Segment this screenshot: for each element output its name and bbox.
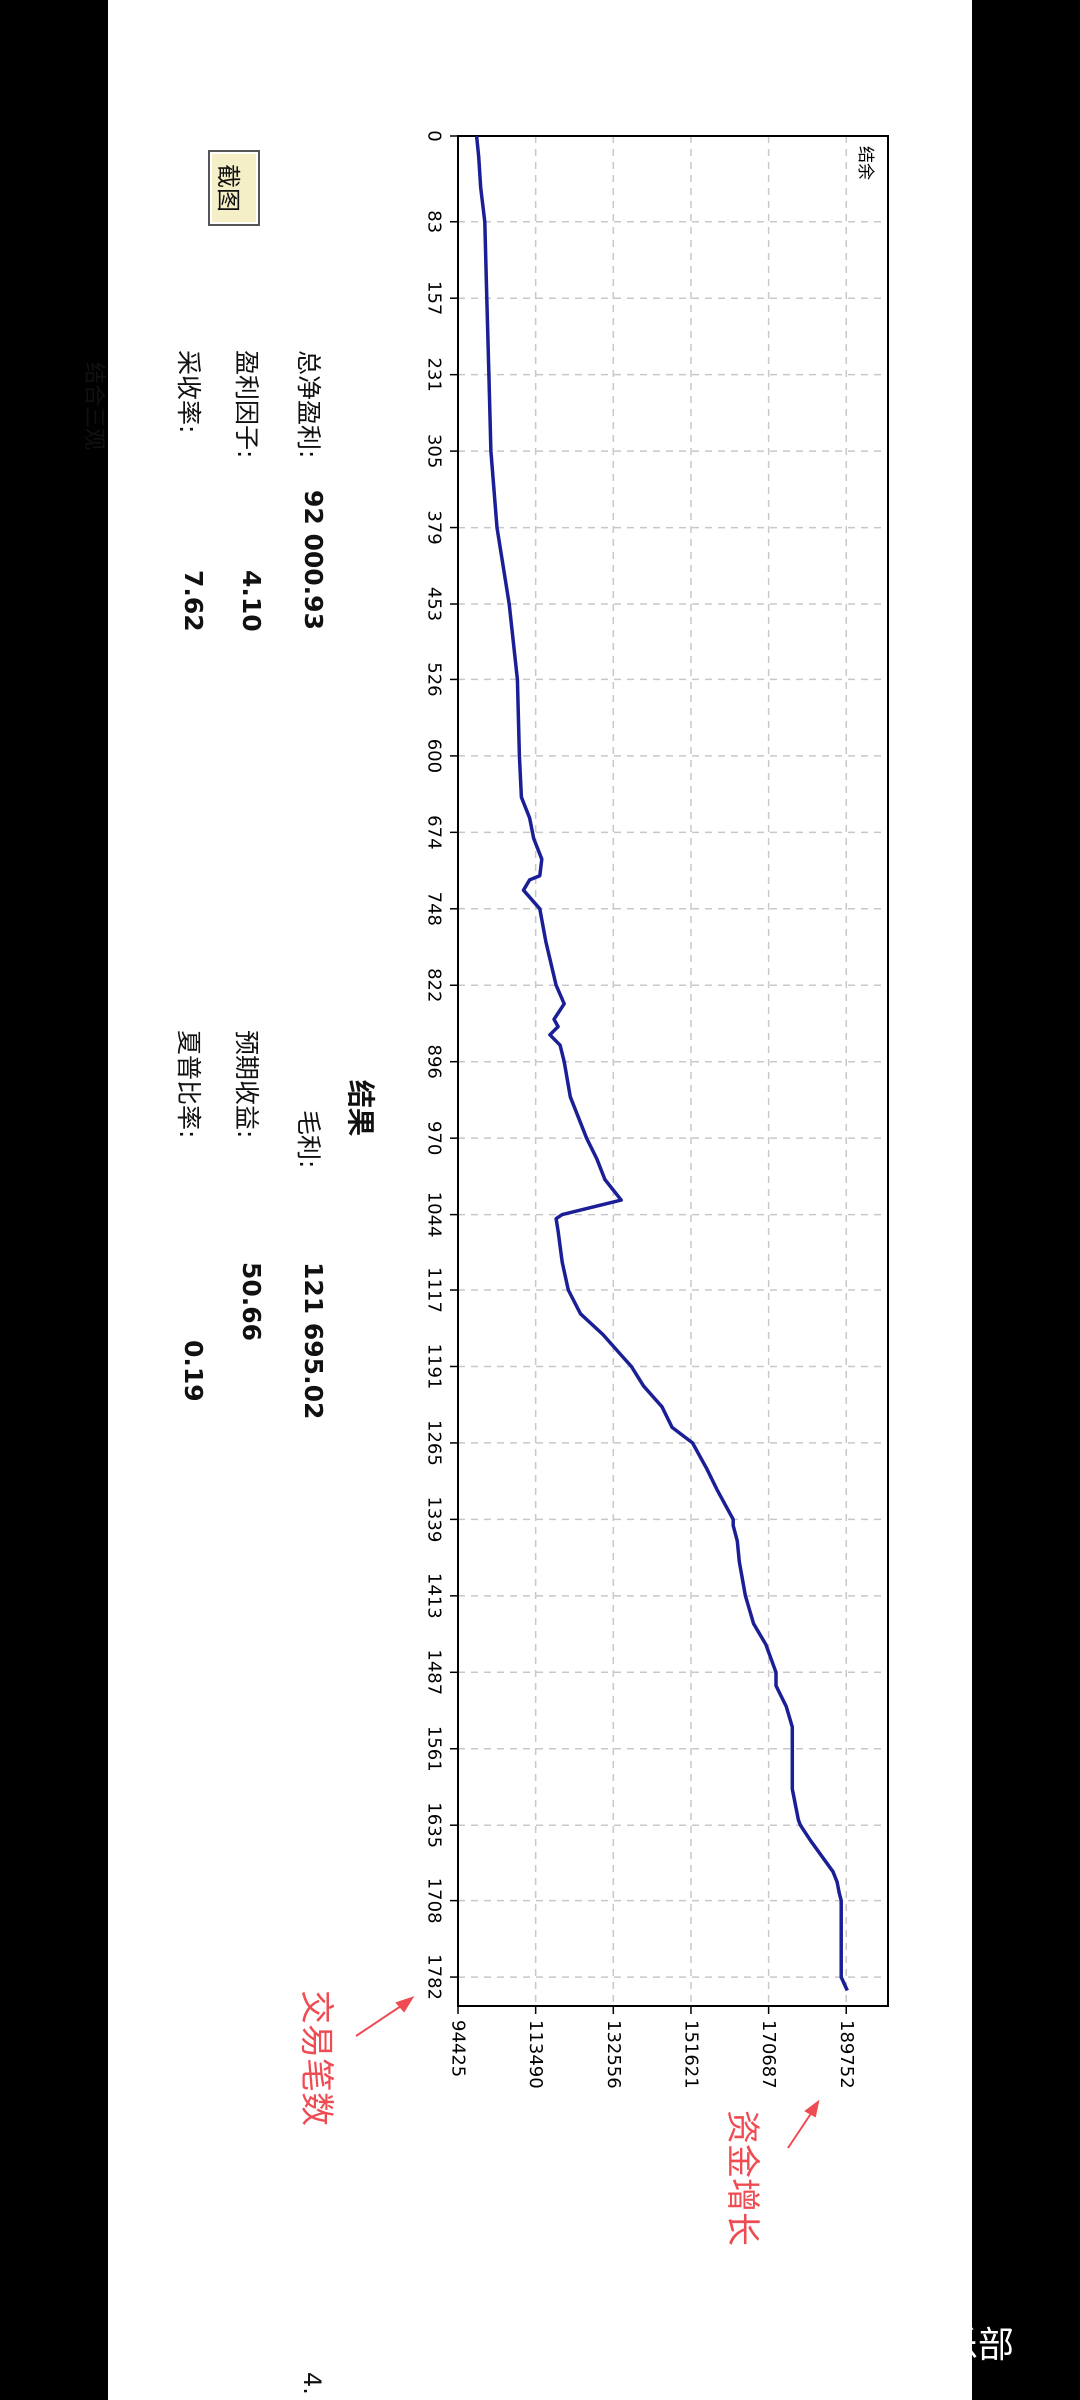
stat-label: 总净盈利: [294,350,323,459]
stat-value: 0.19 [179,1340,208,1402]
y-tick-label: 132556 [603,2020,624,2089]
x-tick-label: 1191 [424,1344,445,1390]
watermark: @智能交易俱乐部 [726,2325,1015,2366]
x-tick-label: 970 [424,1121,445,1155]
legend-label: 结余 [855,146,875,180]
stat-value: 7.62 [179,570,208,632]
y-tick-label: 151621 [680,2020,701,2089]
screenshot-button[interactable]: 截图 [208,150,260,226]
stat-label: 采收率: [174,350,203,434]
x-tick-label: 1561 [424,1726,445,1772]
stat-label: 夏普比率: [174,1030,203,1139]
x-tick-label: 1265 [424,1420,445,1466]
y-tick-label: 113490 [525,2020,546,2089]
x-tick-label: 231 [424,357,445,391]
stat-value: 50.66 [237,1262,266,1342]
x-tick-label: 1635 [424,1802,445,1848]
x-axis-ticks: 0 83 157 231 305 379 453 526 600 674 748 822 896 970 1… [424,130,458,2000]
trades-annotation: 交易笔数 [296,1990,336,2126]
x-tick-label: 748 [424,892,445,926]
growth-annotation: 资金增长 [722,2110,762,2246]
stat-label: 盈利因子: [232,350,261,459]
x-tick-label: 1044 [424,1192,445,1238]
stat-label: 预期收益: [232,1030,261,1139]
x-tick-label: 157 [424,281,445,315]
trades-arrow [355,1996,415,2037]
x-tick-label: 0 [424,130,445,141]
series-layer [474,135,849,1992]
x-tick-label: 896 [424,1045,445,1079]
y-tick-label: 170687 [758,2020,779,2089]
report-page [108,0,972,2400]
screenshot-button-label: 截图 [214,164,242,212]
stat-value: 121 695.02 [299,1262,328,1420]
growth-arrow [787,2099,820,2149]
section-title: 结果 [344,1080,377,1137]
x-tick-label: 379 [424,510,445,544]
x-tick-label: 1413 [424,1573,445,1619]
stat-value: 4.10 [237,570,266,632]
x-tick-label: 1708 [424,1878,445,1924]
x-tick-label: 1339 [424,1496,445,1542]
x-tick-label: 305 [424,434,445,468]
x-tick-label: 1782 [424,1954,445,2000]
x-tick-label: 600 [424,739,445,773]
plot-frame [457,135,889,2007]
y-tick-label: 189752 [836,2020,857,2089]
x-tick-label: 674 [424,815,445,849]
y-axis-ticks: 94425 113490 132556 151621 170687 189752 [448,2006,857,2089]
edge-text-bottom: 4. [298,2372,326,2395]
stat-value: 92 000.93 [299,490,328,630]
edge-text-left: 结合三观 [81,362,106,451]
x-tick-label: 1487 [424,1649,445,1695]
x-tick-label: 1117 [424,1267,445,1313]
x-tick-label: 83 [424,210,445,233]
chart-grid [458,136,888,2006]
stat-label: 毛利: [294,1110,323,1169]
x-tick-label: 526 [424,662,445,696]
x-tick-label: 453 [424,587,445,621]
x-tick-label: 822 [424,968,445,1002]
series-line-balance [474,135,849,1992]
y-tick-label: 94425 [448,2020,469,2077]
